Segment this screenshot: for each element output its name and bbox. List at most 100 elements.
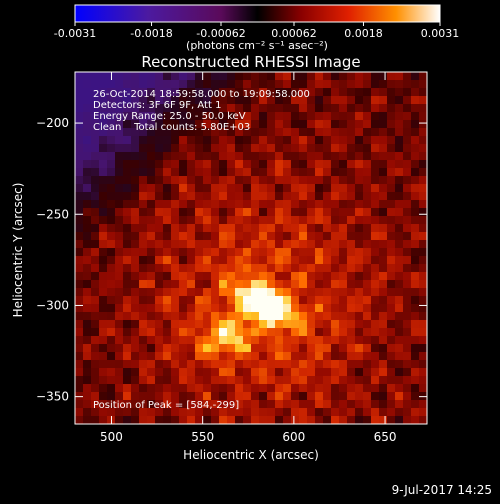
image-pixel xyxy=(107,168,116,177)
image-pixel xyxy=(387,416,396,424)
image-pixel xyxy=(267,152,276,161)
image-pixel xyxy=(115,96,124,105)
x-axis-label: Heliocentric X (arcsec) xyxy=(183,448,319,462)
image-pixel xyxy=(307,408,316,417)
image-pixel xyxy=(107,128,116,137)
image-pixel xyxy=(179,408,188,417)
image-pixel xyxy=(307,232,316,241)
image-pixel xyxy=(315,280,324,289)
image-pixel xyxy=(235,216,244,225)
image-pixel xyxy=(235,152,244,161)
image-pixel xyxy=(123,120,132,129)
image-pixel xyxy=(163,80,172,89)
image-pixel xyxy=(155,104,164,113)
image-pixel xyxy=(91,384,100,393)
image-pixel xyxy=(179,360,188,369)
image-pixel xyxy=(267,328,276,337)
image-pixel xyxy=(179,216,188,225)
image-pixel xyxy=(179,224,188,233)
image-pixel xyxy=(339,296,348,305)
image-pixel xyxy=(347,96,356,105)
image-pixel xyxy=(395,392,404,401)
image-pixel xyxy=(211,344,220,353)
image-pixel xyxy=(315,208,324,217)
image-pixel xyxy=(179,168,188,177)
image-pixel xyxy=(75,184,84,193)
image-pixel xyxy=(395,128,404,137)
image-pixel xyxy=(331,72,340,81)
image-pixel xyxy=(227,360,236,369)
image-pixel xyxy=(419,152,427,161)
image-pixel xyxy=(355,176,364,185)
image-pixel xyxy=(235,160,244,169)
image-pixel xyxy=(411,312,420,321)
image-pixel xyxy=(163,208,172,217)
image-pixel xyxy=(91,264,100,273)
image-pixel xyxy=(275,152,284,161)
image-pixel xyxy=(187,224,196,233)
image-pixel xyxy=(371,352,380,361)
image-pixel xyxy=(307,392,316,401)
image-pixel xyxy=(355,376,364,385)
image-pixel xyxy=(411,360,420,369)
image-pixel xyxy=(339,320,348,329)
image-pixel xyxy=(395,176,404,185)
image-pixel xyxy=(363,120,372,129)
image-pixel xyxy=(91,104,100,113)
image-pixel xyxy=(267,224,276,233)
image-pixel xyxy=(179,280,188,289)
image-pixel xyxy=(131,352,140,361)
image-pixel xyxy=(131,208,140,217)
image-pixel xyxy=(83,352,92,361)
image-pixel xyxy=(203,264,212,273)
image-pixel xyxy=(107,80,116,89)
image-pixel xyxy=(355,368,364,377)
image-pixel xyxy=(187,368,196,377)
image-pixel xyxy=(339,344,348,353)
image-pixel xyxy=(179,232,188,241)
image-pixel xyxy=(179,240,188,249)
image-pixel xyxy=(147,320,156,329)
image-pixel xyxy=(203,200,212,209)
image-pixel xyxy=(275,368,284,377)
image-pixel xyxy=(323,72,332,81)
image-pixel xyxy=(371,256,380,265)
image-pixel xyxy=(75,320,84,329)
image-pixel xyxy=(235,288,244,297)
image-pixel xyxy=(299,80,308,89)
image-pixel xyxy=(347,128,356,137)
image-pixel xyxy=(323,224,332,233)
image-pixel xyxy=(411,392,420,401)
image-pixel xyxy=(347,400,356,409)
image-pixel xyxy=(291,216,300,225)
image-pixel xyxy=(331,224,340,233)
image-pixel xyxy=(115,320,124,329)
image-pixel xyxy=(195,376,204,385)
image-pixel xyxy=(299,96,308,105)
image-pixel xyxy=(403,304,412,313)
image-pixel xyxy=(251,328,260,337)
image-pixel xyxy=(163,168,172,177)
image-pixel xyxy=(163,232,172,241)
image-pixel xyxy=(275,224,284,233)
image-pixel xyxy=(283,200,292,209)
image-pixel xyxy=(251,80,260,89)
image-pixel xyxy=(323,328,332,337)
image-pixel xyxy=(363,232,372,241)
image-pixel xyxy=(211,232,220,241)
image-pixel xyxy=(299,128,308,137)
image-pixel xyxy=(339,312,348,321)
image-pixel xyxy=(227,296,236,305)
image-pixel xyxy=(243,160,252,169)
image-pixel xyxy=(219,176,228,185)
image-pixel xyxy=(275,72,284,81)
image-pixel xyxy=(155,120,164,129)
image-pixel xyxy=(203,400,212,409)
image-pixel xyxy=(403,336,412,345)
image-pixel xyxy=(227,88,236,97)
image-pixel xyxy=(283,160,292,169)
image-pixel xyxy=(139,200,148,209)
image-pixel xyxy=(419,112,427,121)
image-pixel xyxy=(227,184,236,193)
image-pixel xyxy=(299,192,308,201)
